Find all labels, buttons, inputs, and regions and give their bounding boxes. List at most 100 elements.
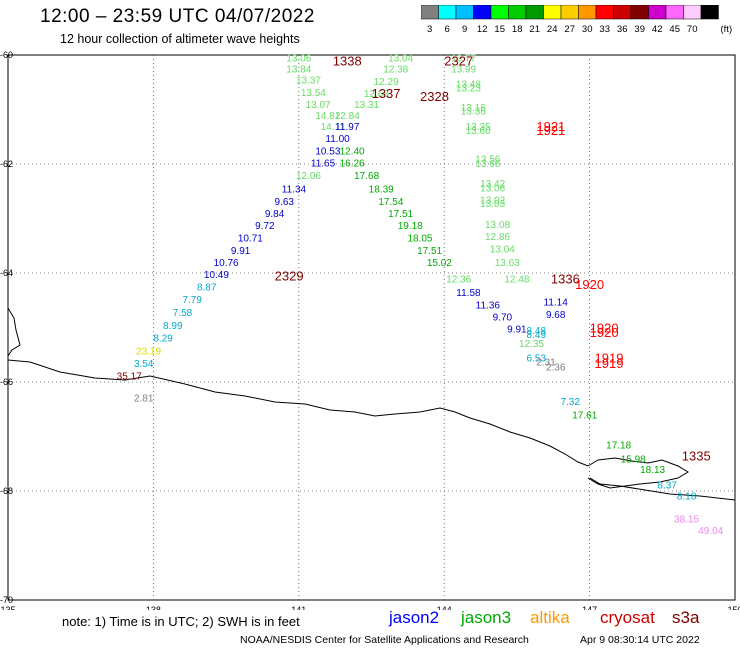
wave-height-label: 17.61: [572, 411, 597, 422]
legend-label: 3: [427, 24, 432, 35]
wave-height-labels: 13.0613.8413.3713.5413.0714.8212.8414.11…: [117, 53, 724, 537]
pass-time-label: 2329: [275, 269, 304, 284]
latitude-tick-label: -60: [0, 50, 13, 60]
wave-height-label: 13.16: [461, 103, 486, 114]
pass-time-label: 1336: [551, 271, 580, 286]
longitude-tick-label: 144: [437, 605, 452, 610]
legend-label: 70: [687, 24, 698, 35]
wave-height-label: 12.06: [296, 171, 321, 182]
wave-height-label: 11.36: [476, 301, 501, 312]
wave-height-label: 19.18: [398, 221, 423, 232]
longitude-tick-label: 138: [146, 605, 161, 610]
wave-height-label: 13.08: [485, 220, 510, 231]
wave-height-label: 9.70: [493, 313, 513, 324]
wave-height-label: 8.37: [657, 480, 677, 491]
wave-height-label: 11.97: [335, 122, 360, 133]
satellite-altika: altika: [530, 608, 570, 627]
pass-time-label: 1921: [536, 119, 565, 134]
longitude-tick-label: 147: [582, 605, 597, 610]
wave-height-label: 10.53: [315, 146, 340, 157]
latitude-tick-label: -68: [0, 486, 13, 496]
wave-height-label: 8.99: [163, 321, 183, 332]
footer-note: note: 1) Time is in UTC; 2) SWH is in fe…: [62, 614, 300, 629]
legend-label: 27: [564, 24, 575, 35]
wave-height-label: 15.02: [427, 258, 452, 269]
wave-height-label: 13.54: [301, 88, 326, 99]
color-legend: 3 6 9 12 15 18 21 24 27 30 33 36 39 42 45 70 (ft): [421, 5, 732, 35]
wave-height-label: 12.84: [335, 111, 360, 122]
wave-height-label: 9.91: [507, 325, 527, 336]
wave-height-label: 6.53: [527, 353, 547, 364]
legend-label: 24: [547, 24, 558, 35]
wave-height-label: 14.11: [321, 122, 346, 133]
credit-line: NOAA/NESDIS Center for Satellite Applica…: [240, 634, 529, 646]
wave-height-label: 12.35: [519, 339, 544, 350]
wave-height-label: 17.54: [378, 197, 403, 208]
legend-label: 6: [445, 24, 450, 35]
wave-height-label: 12.48: [504, 274, 529, 285]
wave-height-label: 35.17: [117, 371, 142, 382]
wave-height-label: 13.04: [490, 244, 515, 255]
legend-label: 12: [477, 24, 488, 35]
legend-label: 45: [669, 24, 680, 35]
wave-height-label: 11.34: [282, 185, 307, 196]
pass-time-label: 1920: [590, 321, 619, 336]
longitude-tick-label: 141: [291, 605, 306, 610]
wave-height-label: 12.38: [383, 65, 408, 76]
wave-height-label: 2.31: [536, 357, 556, 368]
legend-label: 9: [462, 24, 467, 35]
wave-height-label: 17.18: [606, 441, 631, 452]
wave-height-label: 12.29: [374, 77, 399, 88]
wave-height-label: 13.35: [466, 122, 491, 133]
map-subtitle: 12 hour collection of altimeter wave hei…: [60, 32, 300, 46]
longitude-tick-label: 150: [727, 605, 740, 610]
wave-height-label: 12.68: [364, 89, 389, 100]
wave-height-label: 13.84: [286, 65, 311, 76]
latitude-tick-label: -62: [0, 159, 13, 169]
wave-height-label: 10.76: [214, 258, 239, 269]
wave-height-label: 10.49: [204, 270, 229, 281]
satellite-jason2: jason2: [389, 608, 440, 627]
longitude-ticks: 135 138 141 144 147 150: [0, 605, 740, 610]
map-title: 12:00 – 23:59 UTC 04/07/2022: [40, 6, 315, 27]
wave-height-label: 8.29: [153, 333, 173, 344]
legend-label: 18: [512, 24, 523, 35]
wave-height-label: 12.40: [340, 146, 365, 157]
longitude-tick-label: 135: [0, 605, 15, 610]
map-frame: [7, 54, 736, 601]
wave-height-label: 13.56: [475, 155, 500, 166]
wave-height-label: 17.51: [388, 209, 413, 220]
wave-height-label: 13.66: [475, 159, 500, 170]
wave-height-label: 3.54: [134, 359, 154, 370]
satellite-s3a: s3a: [672, 608, 700, 627]
wave-height-label: 9.72: [255, 221, 275, 232]
satellite-cryosat: cryosat: [600, 608, 655, 627]
legend-label: 15: [494, 24, 505, 35]
wave-height-label: 8.18: [677, 491, 697, 502]
wave-height-label: 13.06: [480, 183, 505, 194]
legend-label: 36: [617, 24, 628, 35]
latitude-ticks: -60 -62 -64 -66 -68 -70: [0, 50, 13, 605]
wave-height-label: 13.42: [480, 179, 505, 190]
satellite-jason3: jason3: [461, 608, 512, 627]
wave-height-label: 10.71: [238, 234, 263, 245]
legend-swatch: [700, 5, 719, 20]
wave-height-label: 11.14: [544, 297, 569, 308]
latitude-tick-label: -66: [0, 377, 13, 387]
wave-height-label: 17.51: [417, 246, 442, 257]
generated-timestamp: Apr 9 08:30:14 UTC 2022: [580, 634, 700, 646]
pass-time-label: 1335: [682, 449, 711, 464]
wave-height-label: 13.02: [480, 195, 505, 206]
wave-height-label: 2.36: [546, 363, 566, 374]
altimeter-map: 13.0613.8413.3713.5413.0714.8212.8414.11…: [0, 50, 740, 610]
wave-height-label: 12.36: [446, 274, 471, 285]
wave-height-label: 9.91: [231, 246, 251, 257]
wave-height-label: 18.39: [369, 185, 394, 196]
wave-height-label: 13.36: [461, 107, 486, 118]
wave-height-label: 2.81: [134, 393, 154, 404]
pass-time-label: 1920: [575, 277, 604, 292]
wave-height-label: 13.23: [456, 84, 481, 95]
wave-height-label: 9.84: [265, 209, 285, 220]
wave-height-label: 13.07: [306, 100, 331, 111]
pass-time-label: 1920: [590, 325, 619, 340]
